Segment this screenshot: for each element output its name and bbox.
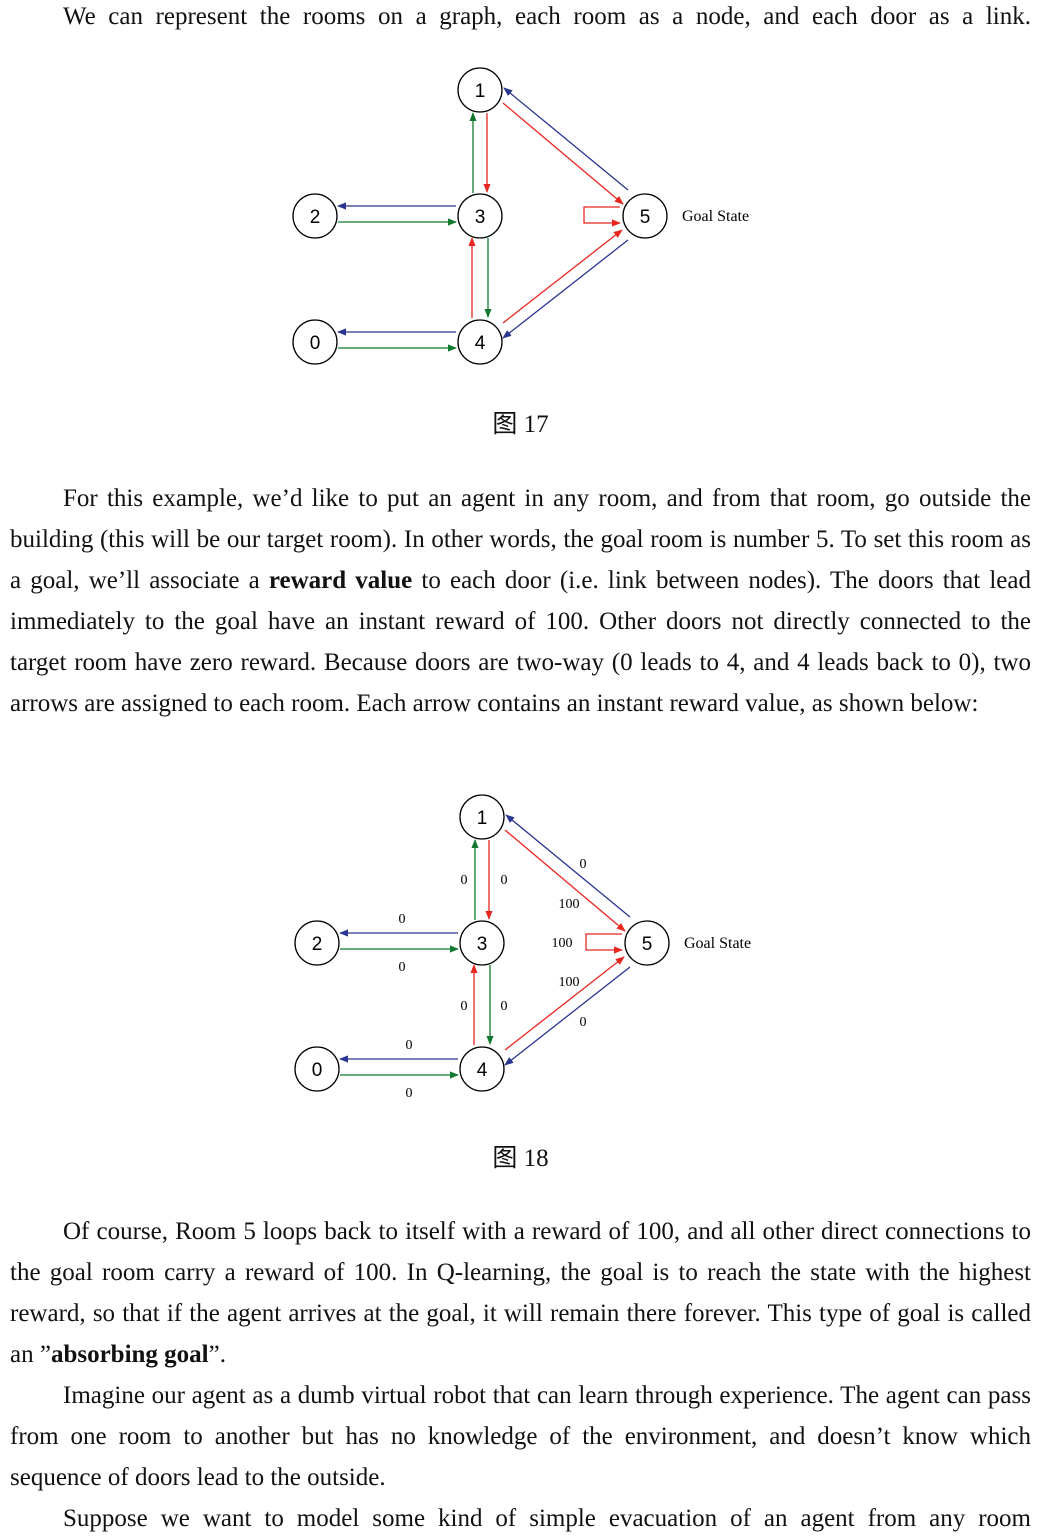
intro-line: We can represent the rooms on a graph, e… <box>63 3 1031 30</box>
figure-17-caption: 图 17 <box>492 411 549 438</box>
edge-4-to-5 <box>504 956 625 1051</box>
node-3-label: 3 <box>475 207 486 228</box>
node-3-label: 3 <box>477 934 488 955</box>
edge-label-4-to-3: 0 <box>461 999 468 1014</box>
node-1-label: 1 <box>477 808 488 829</box>
reward-value-term: reward value <box>268 567 413 594</box>
edge-label-1-to-3: 0 <box>501 873 508 888</box>
node-0: 0 <box>292 319 338 365</box>
edge-1-to-5 <box>504 829 626 932</box>
node-1: 1 <box>457 67 503 113</box>
node-1-label: 1 <box>475 81 486 102</box>
edge-5-to-4 <box>504 966 631 1066</box>
node-0-label: 0 <box>310 333 321 354</box>
paragraph-2: Of course, Room 5 loops back to itself w… <box>10 1218 1031 1368</box>
node-2: 2 <box>292 193 338 239</box>
edge-label-5-to-1: 0 <box>580 857 587 872</box>
edge-1-to-5 <box>502 102 624 205</box>
node-5-label: 5 <box>642 934 653 955</box>
paragraph-3: Imagine our agent as a dumb virtual robo… <box>10 1382 1031 1491</box>
edge-label-3-to-4: 0 <box>501 999 508 1014</box>
paragraph-4-partial: Suppose we want to model some kind of si… <box>63 1505 1031 1532</box>
edge-5-self-loop <box>585 933 623 954</box>
node-2: 2 <box>294 920 340 966</box>
node-0: 0 <box>294 1046 340 1092</box>
figure-18-caption: 图 18 <box>492 1145 549 1172</box>
edge-label-3-to-2: 0 <box>399 912 406 927</box>
edge-5-to-4 <box>502 239 629 339</box>
goal-state-label: Goal State <box>684 935 751 952</box>
edge-label-5-to-4: 0 <box>580 1015 587 1030</box>
figure-18-graph: 0 0 0 100 0 0 100 100 0 0 0 0 0 1 2 3 5 … <box>294 794 751 1101</box>
node-4: 4 <box>459 1046 505 1092</box>
edge-5-to-1 <box>503 87 629 191</box>
edge-label-4-to-0: 0 <box>406 1038 413 1053</box>
node-2-label: 2 <box>312 934 323 955</box>
edge-label-0-to-4: 0 <box>406 1086 413 1101</box>
edge-label-1-to-5: 100 <box>559 897 580 912</box>
edge-5-self-loop <box>583 206 621 227</box>
node-1: 1 <box>459 794 505 840</box>
edge-label-5-self: 100 <box>552 936 573 951</box>
edge-5-to-1 <box>505 814 631 918</box>
figure-17-graph: 1 2 3 5 0 4 Goal State <box>292 67 749 365</box>
node-2-label: 2 <box>310 207 321 228</box>
node-5: 5 <box>622 193 668 239</box>
paragraph-1: For this example, we’d like to put an ag… <box>10 485 1031 717</box>
node-5: 5 <box>624 920 670 966</box>
edge-label-2-to-3: 0 <box>399 960 406 975</box>
edge-label-4-to-5: 100 <box>559 975 580 990</box>
node-5-label: 5 <box>640 207 651 228</box>
node-4-label: 4 <box>475 333 486 354</box>
node-4-label: 4 <box>477 1060 488 1081</box>
goal-state-label: Goal State <box>682 208 749 225</box>
node-0-label: 0 <box>312 1060 323 1081</box>
node-3: 3 <box>457 193 503 239</box>
absorbing-goal-term: absorbing goal <box>50 1341 209 1368</box>
edge-label-3-to-1: 0 <box>461 873 468 888</box>
node-4: 4 <box>457 319 503 365</box>
edge-4-to-5 <box>502 229 623 324</box>
node-3: 3 <box>459 920 505 966</box>
